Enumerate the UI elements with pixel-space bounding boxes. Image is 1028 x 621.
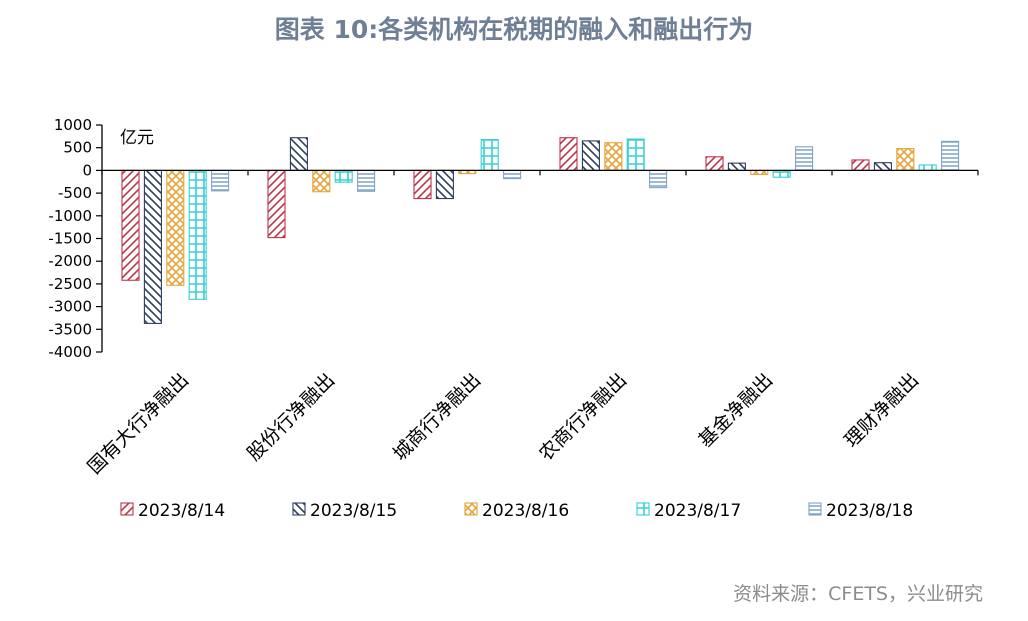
legend-label: 2023/8/14 — [138, 501, 225, 521]
unit-label: 亿元 — [120, 128, 154, 148]
legend-label: 2023/8/17 — [654, 501, 741, 521]
bar-2023-8-18-1 — [357, 169, 376, 192]
legend-item-2023-8-15: 2023/8/15 — [292, 501, 397, 521]
bar-2023-8-18-5 — [941, 140, 960, 171]
legend: 2023/8/14 2023/8/15 2023/8/16 2023/8/17 2023… — [120, 501, 913, 521]
y-tick-label: -500 — [58, 184, 92, 202]
bar-2023-8-17-3 — [626, 138, 645, 171]
y-tick-label: -1500 — [48, 230, 92, 248]
bar-2023-8-18-3 — [649, 169, 668, 189]
bar-2023-8-16-5 — [896, 148, 915, 171]
y-tick-label: -1000 — [48, 207, 92, 225]
category-label: 股份行净融出 — [243, 369, 339, 465]
bars-layer — [121, 137, 960, 324]
bar-2023-8-16-1 — [312, 169, 331, 193]
legend-label: 2023/8/16 — [482, 501, 569, 521]
bar-2023-8-18-4 — [795, 146, 814, 171]
bar-2023-8-17-5 — [918, 164, 937, 171]
bar-2023-8-18-0 — [211, 169, 230, 192]
legend-swatch — [292, 502, 306, 516]
chart-title: 图表 10:各类机构在税期的融入和融出行为 — [274, 15, 754, 44]
bar-2023-8-14-3 — [559, 137, 578, 171]
y-tick-label: 500 — [63, 139, 92, 157]
bar-2023-8-17-4 — [772, 169, 791, 178]
y-tick-label: -2000 — [48, 252, 92, 270]
legend-item-2023-8-14: 2023/8/14 — [120, 501, 225, 521]
bar-2023-8-15-2 — [435, 169, 454, 200]
legend-swatch — [808, 502, 822, 516]
bar-2023-8-14-4 — [705, 156, 724, 171]
bar-2023-8-15-3 — [581, 140, 600, 171]
bar-2023-8-16-3 — [604, 142, 623, 171]
category-label: 基金净融出 — [694, 369, 777, 452]
y-tick-label: -2500 — [48, 275, 92, 293]
category-label: 农商行净融出 — [535, 369, 631, 465]
legend-swatch — [636, 502, 650, 516]
category-label: 城商行净融出 — [389, 369, 485, 465]
category-label: 理财净融出 — [840, 369, 923, 452]
legend-label: 2023/8/15 — [310, 501, 397, 521]
bar-2023-8-15-5 — [873, 162, 892, 171]
legend-item-2023-8-18: 2023/8/18 — [808, 501, 913, 521]
axes-layer: 1000 500 0 -500 -1000 -1500 -2000 -2500 -3000 -35… — [48, 116, 979, 479]
y-tick-label: 0 — [82, 161, 92, 179]
bar-2023-8-14-0 — [121, 169, 140, 281]
category-label: 国有大行净融出 — [84, 369, 194, 479]
y-tick-label: -3500 — [48, 320, 92, 338]
bar-2023-8-15-1 — [289, 137, 308, 171]
bar-2023-8-14-1 — [267, 169, 286, 239]
bar-2023-8-18-2 — [503, 169, 522, 180]
bar-2023-8-15-0 — [143, 169, 162, 324]
legend-swatch — [120, 502, 134, 516]
bar-2023-8-17-0 — [188, 169, 207, 300]
y-tick-label: -3000 — [48, 298, 92, 316]
bar-2023-8-17-1 — [334, 169, 353, 183]
bar-2023-8-16-0 — [166, 169, 185, 286]
bar-2023-8-14-2 — [413, 169, 432, 200]
legend-swatch — [464, 502, 478, 516]
bar-2023-8-15-4 — [727, 162, 746, 171]
y-tick-label: -4000 — [48, 343, 92, 361]
source-note: 资料来源：CFETS，兴业研究 — [733, 583, 983, 605]
legend-item-2023-8-17: 2023/8/17 — [636, 501, 741, 521]
y-tick-label: 1000 — [54, 116, 92, 134]
bar-2023-8-17-2 — [480, 138, 499, 171]
legend-item-2023-8-16: 2023/8/16 — [464, 501, 569, 521]
bar-2023-8-14-5 — [851, 159, 870, 171]
legend-label: 2023/8/18 — [826, 501, 913, 521]
